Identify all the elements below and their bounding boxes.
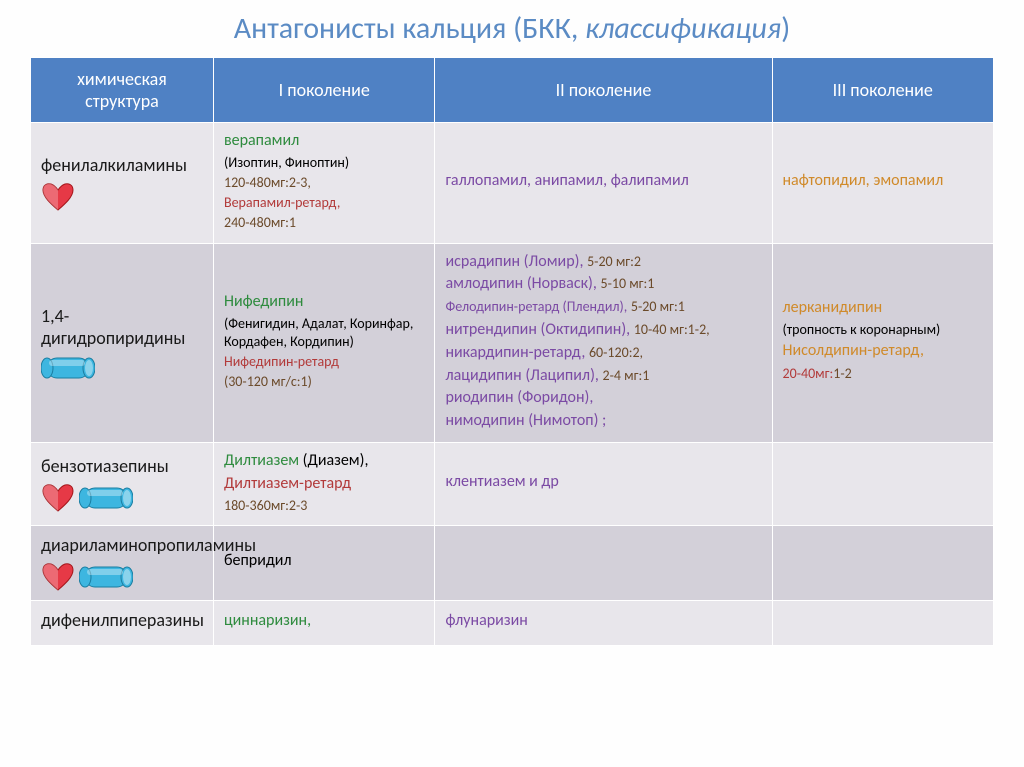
structure-name: диариламинопропиламины	[41, 534, 203, 556]
cell-gen2: флунаризин	[435, 600, 772, 645]
cell-line: (тропность к коронарным)	[783, 321, 984, 339]
cell-gen1: верапамил (Изоптин, Финоптин) 120-480мг:2-…	[213, 123, 434, 244]
cell-gen1: Нифедипин(Фенигидин, Адалат, Коринфар, К…	[213, 243, 434, 442]
cell-gen3: нафтопидил, эмопамил	[772, 123, 994, 244]
cell-structure: фенилалкиламины	[31, 123, 214, 244]
table-row: дифенилпиперазины циннаризин, флунаризин	[31, 600, 994, 645]
cell-line: Нифедипин	[224, 292, 424, 313]
cell-gen3	[772, 600, 994, 645]
cylinder-icon	[41, 355, 95, 381]
structure-name: фенилалкиламины	[41, 154, 203, 176]
table-row: фенилалкиламины верапамил (Изоптин, Финоп…	[31, 123, 994, 244]
cell-line: никардипин-ретард, 60-120:2,	[445, 343, 761, 364]
cell-line: Дилтиазем-ретард	[224, 474, 424, 495]
cell-line: риодипин (Форидон),	[445, 388, 761, 409]
table-row: 1,4-дигидропиридины Нифедипин(Фенигидин,…	[31, 243, 994, 442]
header-gen1: I поколение	[213, 58, 434, 123]
cell-line: флунаризин	[445, 611, 761, 632]
heart-icon	[41, 562, 75, 592]
cell-line: 20-40мг:1-2	[783, 364, 984, 385]
cell-line: нимодипин (Нимотоп) ;	[445, 411, 761, 432]
structure-icons	[41, 562, 203, 592]
cell-line: циннаризин,	[224, 611, 424, 632]
cylinder-icon	[79, 564, 133, 590]
slide-title: Антагонисты кальция (БКК, классификация)	[30, 10, 994, 47]
heart-icon	[41, 182, 75, 212]
cell-gen2	[435, 525, 772, 600]
cell-line: Фелодипин-ретард (Плендил), 5-20 мг:1	[445, 297, 761, 318]
cell-line: клентиазем и др	[445, 472, 761, 493]
cell-line: лерканидипин	[783, 298, 984, 319]
cell-line: Нисолдипин-ретард,	[783, 341, 984, 362]
slide-container: Антагонисты кальция (БКК, классификация)…	[0, 0, 1024, 656]
cell-gen2: исрадипин (Ломир), 5-20 мг:2амлодипин (Н…	[435, 243, 772, 442]
structure-icons	[41, 182, 203, 212]
cell-line: нафтопидил, эмопамил	[783, 171, 984, 192]
title-end: )	[781, 10, 790, 47]
cell-gen3: лерканидипин (тропность к коронарным) Нисо…	[772, 243, 994, 442]
structure-name: 1,4-дигидропиридины	[41, 305, 203, 349]
cell-structure: диариламинопропиламины	[31, 525, 214, 600]
structure-icons	[41, 355, 203, 381]
cell-line: Дилтиазем (Диазем),	[224, 451, 424, 472]
cell-gen3	[772, 442, 994, 525]
cell-line: (30-120 мг/с:1)	[224, 373, 424, 391]
cell-line: исрадипин (Ломир), 5-20 мг:2	[445, 252, 761, 273]
structure-icons	[41, 483, 203, 513]
heart-icon	[41, 483, 75, 513]
structure-name: бензотиазепины	[41, 455, 203, 477]
structure-name: дифенилпиперазины	[41, 609, 203, 631]
cell-line: (Фенигидин, Адалат, Коринфар, Кордафен, …	[224, 315, 424, 351]
cell-line: нитрендипин (Октидипин), 10-40 мг:1-2,	[445, 320, 761, 341]
header-gen3: III поколение	[772, 58, 994, 123]
cell-gen2: галлопамил, анипамил, фалипамил	[435, 123, 772, 244]
cell-line: 180-360мг:2-3	[224, 497, 424, 515]
classification-table: химическая структура I поколение II поко…	[30, 57, 994, 646]
cell-structure: бензотиазепины	[31, 442, 214, 525]
cell-gen1: циннаризин,	[213, 600, 434, 645]
header-structure: химическая структура	[31, 58, 214, 123]
cell-line: лацидипин (Лаципил), 2-4 мг:1	[445, 366, 761, 387]
cell-gen2: клентиазем и др	[435, 442, 772, 525]
table-row: диариламинопропиламины бепридил	[31, 525, 994, 600]
title-italic: классификация	[585, 10, 781, 47]
cell-line: (Изоптин, Финоптин)	[224, 154, 424, 172]
cell-line: 120-480мг:2-3,	[224, 174, 424, 192]
cylinder-icon	[79, 485, 133, 511]
table-row: бензотиазепины Дилтиазем (Диазем),Дилтиа…	[31, 442, 994, 525]
cell-line: галлопамил, анипамил, фалипамил	[445, 171, 761, 192]
cell-line: Нифедипин-ретард	[224, 353, 424, 371]
cell-gen1: Дилтиазем (Диазем),Дилтиазем-ретард 180-3…	[213, 442, 434, 525]
cell-gen3	[772, 525, 994, 600]
table-header-row: химическая структура I поколение II поко…	[31, 58, 994, 123]
cell-line: верапамил	[224, 131, 424, 152]
cell-structure: 1,4-дигидропиридины	[31, 243, 214, 442]
cell-line: Верапамил-ретард,	[224, 194, 424, 212]
cell-line: амлодипин (Норваск), 5-10 мг:1	[445, 274, 761, 295]
title-main: Антагонисты кальция (БКК,	[234, 10, 585, 47]
header-gen2: II поколение	[435, 58, 772, 123]
cell-structure: дифенилпиперазины	[31, 600, 214, 645]
cell-line: 240-480мг:1	[224, 214, 424, 232]
